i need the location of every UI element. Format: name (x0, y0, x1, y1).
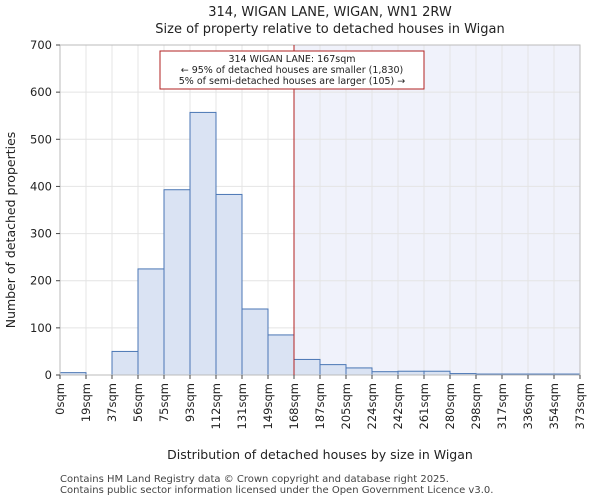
bar (137, 268, 165, 376)
x-tick-label: 205sqm (339, 383, 353, 429)
x-tick-label: 37sqm (105, 383, 119, 422)
y-axis-label: Number of detached properties (3, 132, 18, 329)
x-tick-label: 261sqm (417, 383, 431, 429)
x-tick-label: 93sqm (183, 383, 197, 422)
x-tick-label: 317sqm (495, 383, 509, 429)
x-tick-label: 0sqm (53, 383, 67, 415)
y-tick-label: 700 (30, 38, 52, 52)
bar (423, 370, 451, 376)
chart-subtitle: Size of property relative to detached ho… (155, 22, 504, 37)
bar (163, 189, 191, 376)
bar (345, 367, 373, 376)
x-tick-label: 112sqm (209, 383, 223, 429)
x-axis-label: Distribution of detached houses by size … (167, 447, 473, 462)
bar (241, 308, 269, 376)
annotation-line: ← 95% of detached houses are smaller (1,… (181, 65, 404, 76)
plot-area: 0 100 200 300 400 500 600 700 0sqm 19sqm 37sqm 56sq… (30, 38, 587, 429)
annotation-box (159, 50, 425, 90)
y-tick-label: 200 (30, 274, 52, 288)
annotation-line: 314 WIGAN LANE: 167sqm (228, 54, 355, 65)
x-tick-label: 131sqm (235, 383, 249, 429)
bar (215, 193, 243, 376)
y-tick-label: 600 (30, 85, 52, 99)
x-tick-label: 354sqm (547, 383, 561, 429)
x-tick-label: 168sqm (287, 383, 301, 429)
bar (293, 358, 321, 376)
footer-line-2: Contains public sector information licen… (60, 485, 494, 496)
y-tick-label: 100 (30, 321, 52, 335)
y-tick-label: 400 (30, 179, 52, 193)
annotation-line: 5% of semi-detached houses are larger (1… (179, 76, 406, 87)
x-tick-label: 298sqm (469, 383, 483, 429)
x-tick-label: 75sqm (157, 383, 171, 422)
x-tick-label: 280sqm (443, 383, 457, 429)
bar (319, 364, 347, 376)
bar (111, 350, 139, 376)
x-tick-label: 242sqm (391, 383, 405, 429)
footer-line-1: Contains HM Land Registry data © Crown c… (60, 474, 449, 485)
chart: 314, WIGAN LANE, WIGAN, WN1 2RW Size of … (3, 5, 587, 462)
bar (397, 370, 425, 376)
x-tick-label: 224sqm (365, 383, 379, 429)
x-tick-label: 149sqm (261, 383, 275, 429)
x-tick-label: 336sqm (521, 383, 535, 429)
x-tick-label: 187sqm (313, 383, 327, 429)
x-tick-label: 56sqm (131, 383, 145, 422)
bar (189, 111, 217, 376)
y-tick-label: 500 (30, 132, 52, 146)
bar (267, 334, 295, 376)
y-tick-label: 0 (45, 368, 52, 382)
x-tick-label: 373sqm (573, 383, 587, 429)
highlight-region (294, 45, 580, 375)
x-tick-label: 19sqm (79, 383, 93, 422)
y-tick-label: 300 (30, 227, 52, 241)
chart-title: 314, WIGAN LANE, WIGAN, WN1 2RW (208, 5, 452, 20)
